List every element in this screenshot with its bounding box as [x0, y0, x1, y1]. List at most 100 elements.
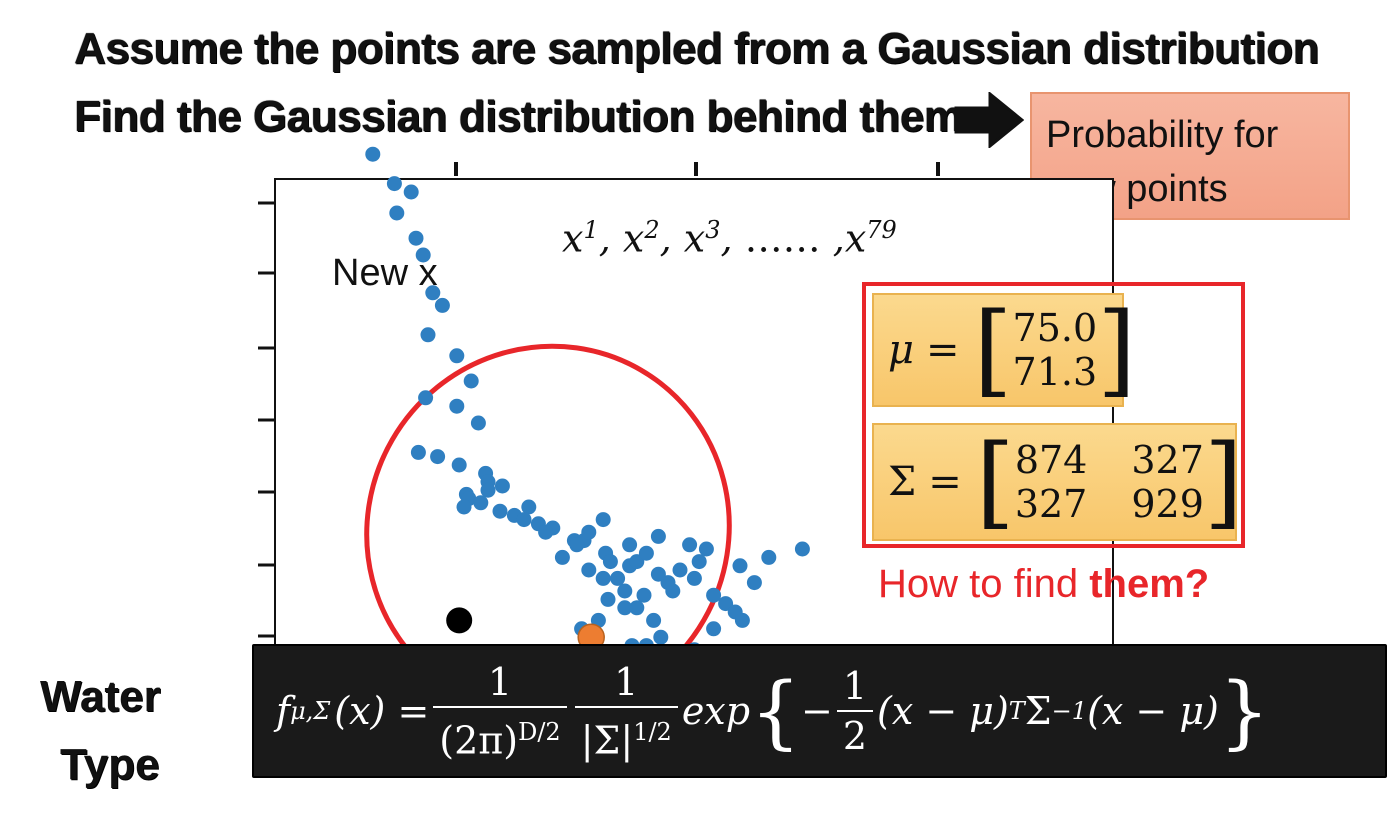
data-point	[581, 562, 597, 578]
sigma-bracket-left-icon: [	[975, 423, 1015, 540]
seq-x2: x	[622, 216, 645, 261]
sigma-box: Σ = [ 874 327 327 929 ]	[872, 423, 1243, 541]
mu-bracket-right-icon: ]	[1097, 291, 1137, 408]
data-point	[646, 612, 662, 628]
seq-xn: x	[844, 216, 867, 261]
data-point	[430, 449, 446, 465]
data-point	[449, 398, 465, 414]
sigma-equals: =	[928, 459, 962, 505]
question-text: How to find them?	[878, 562, 1209, 607]
right-arrow-icon	[954, 92, 1024, 148]
data-point	[516, 512, 532, 528]
data-point	[386, 176, 402, 192]
data-point	[581, 524, 597, 540]
data-point	[650, 528, 666, 544]
heading-line-2: Find the Gaussian distribution behind th…	[74, 92, 963, 141]
seq-x1: x	[562, 216, 584, 261]
data-point	[451, 457, 467, 473]
frac1-den-sup: D/2	[518, 717, 561, 746]
data-point	[682, 537, 698, 553]
new-x-label: New x	[332, 252, 438, 294]
data-point	[492, 503, 508, 519]
seq-sup-2: 2	[644, 216, 660, 244]
gaussian-formula: f μ,Σ (x) = 1 (2π)D/2 1 |Σ|1/2 exp { − 1 …	[252, 644, 1387, 778]
mu-equals: =	[926, 327, 960, 373]
question-part-1: How to find	[878, 562, 1090, 606]
parameter-frame	[862, 282, 1245, 548]
data-point	[653, 629, 669, 645]
probability-line-1: Probability for	[1046, 114, 1279, 156]
data-point	[732, 558, 748, 574]
data-point	[636, 587, 652, 603]
data-point	[389, 205, 405, 221]
formula-exp: exp	[681, 689, 751, 733]
mu-symbol: μ	[888, 327, 914, 373]
data-point	[569, 537, 585, 553]
formula-term-1-sup: T	[1008, 697, 1025, 725]
mu-bracket-left-icon: [	[973, 291, 1013, 408]
data-point	[449, 348, 465, 364]
frac2-den: |Σ|	[580, 718, 634, 763]
data-point	[686, 570, 702, 586]
question-part-2: them?	[1089, 562, 1210, 606]
frac2-num: 1	[614, 659, 639, 704]
formula-sigma-inv: Σ	[1024, 689, 1052, 733]
seq-sup-3: 3	[705, 216, 721, 244]
heading-line-1: Assume the points are sampled from a Gau…	[74, 24, 1319, 73]
axis-ticks	[258, 162, 940, 638]
data-point	[595, 570, 611, 586]
sigma-value-12: 327	[1131, 438, 1204, 482]
formula-sigma-inv-sup: −1	[1051, 697, 1088, 725]
data-point	[408, 230, 424, 246]
formula-frac-2: 1 |Σ|1/2	[574, 658, 678, 765]
data-point	[706, 621, 722, 637]
seq-x3: x	[683, 216, 706, 261]
sigma-symbol: Σ	[888, 459, 917, 505]
data-point	[622, 537, 638, 553]
sigma-matrix: [ 874 327 327 929 ]	[976, 432, 1243, 532]
data-point	[734, 612, 750, 628]
seq-sup-n: 79	[866, 216, 897, 244]
data-point	[494, 478, 510, 494]
background-label-line-1: Water	[40, 672, 161, 721]
data-point	[521, 499, 537, 515]
data-point	[794, 541, 810, 557]
data-point	[595, 512, 611, 528]
data-point	[617, 583, 633, 599]
mu-value-1: 75.0	[1012, 306, 1098, 350]
data-point	[463, 373, 479, 389]
data-point	[706, 587, 722, 603]
data-point	[418, 390, 434, 406]
data-point	[473, 495, 489, 511]
data-point	[638, 545, 654, 561]
data-point	[420, 327, 436, 343]
formula-brace-close: }	[1218, 664, 1270, 758]
formula-term-1: (x − μ)	[877, 689, 1009, 733]
data-point	[456, 499, 472, 515]
formula-brace-open: {	[750, 664, 801, 758]
data-point	[761, 549, 777, 565]
mu-box: μ = [ 75.0 71.3 ]	[872, 291, 1136, 408]
data-point	[602, 554, 618, 570]
formula-frac-1: 1 (2π)D/2	[433, 658, 567, 765]
data-point	[629, 600, 645, 616]
data-point	[425, 285, 441, 301]
data-point	[691, 554, 707, 570]
frac1-den: (2π)	[439, 718, 519, 763]
seq-sup-1: 1	[583, 216, 599, 244]
data-point	[434, 297, 450, 313]
data-point	[610, 570, 626, 586]
data-point	[410, 444, 426, 460]
formula-lhs: f	[276, 689, 291, 733]
new-point	[446, 607, 473, 634]
data-point	[365, 146, 381, 162]
formula-frac-3: 1 2	[836, 662, 873, 760]
background-label-line-2: Type	[60, 740, 160, 789]
data-point	[698, 541, 714, 557]
frac1-num: 1	[487, 659, 513, 704]
mu-value-2: 71.3	[1012, 350, 1098, 394]
data-point	[480, 482, 496, 498]
data-points	[365, 146, 810, 675]
data-point	[617, 600, 633, 616]
formula-minus: −	[800, 689, 833, 733]
